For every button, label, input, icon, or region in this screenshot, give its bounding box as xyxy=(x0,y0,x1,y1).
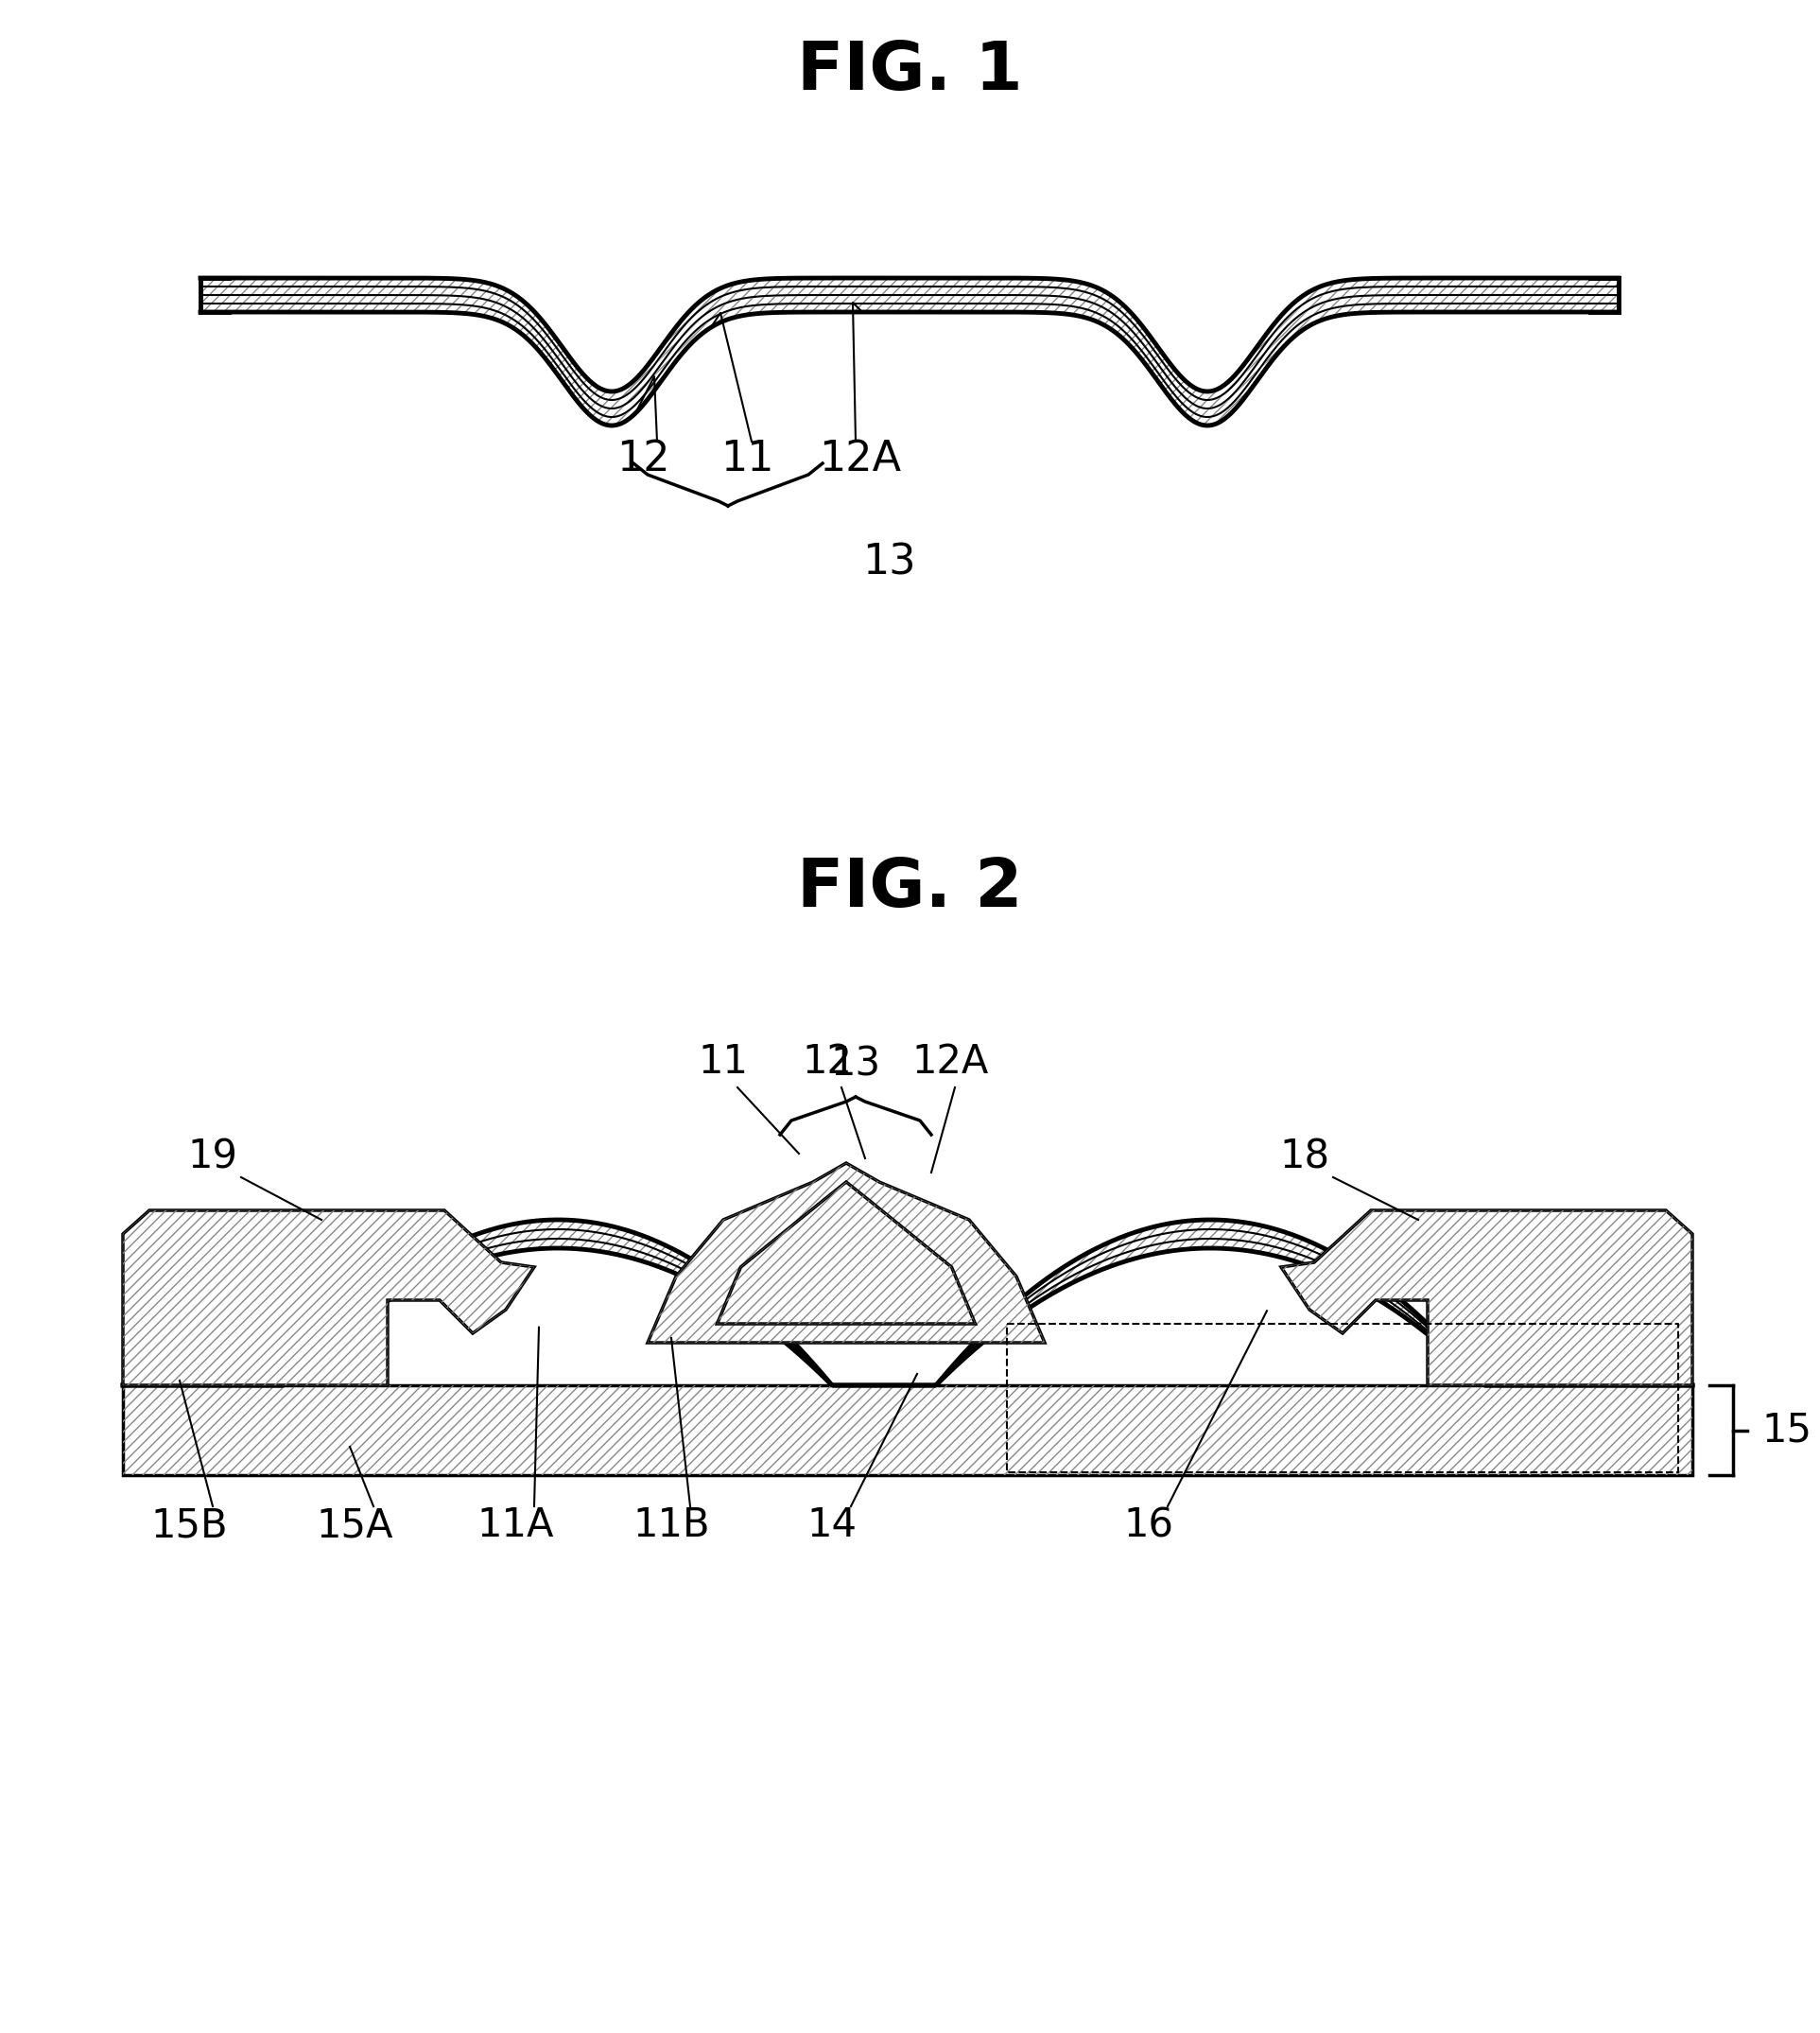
Polygon shape xyxy=(1281,1210,1693,1384)
Text: 11: 11 xyxy=(721,439,774,480)
Text: 15: 15 xyxy=(1762,1411,1811,1450)
Text: 12A: 12A xyxy=(912,1043,988,1082)
Polygon shape xyxy=(124,1210,535,1384)
Text: 18: 18 xyxy=(1279,1136,1330,1177)
Polygon shape xyxy=(717,1181,976,1323)
Polygon shape xyxy=(648,1163,1045,1342)
Text: 13: 13 xyxy=(863,543,915,583)
Text: 11B: 11B xyxy=(633,1504,710,1545)
Text: 14: 14 xyxy=(806,1504,857,1545)
Text: FIG. 2: FIG. 2 xyxy=(797,856,1023,921)
Text: 19: 19 xyxy=(187,1136,238,1177)
Text: 12: 12 xyxy=(803,1043,852,1082)
Text: 15A: 15A xyxy=(317,1504,393,1545)
Text: 16: 16 xyxy=(1123,1504,1174,1545)
Text: 12A: 12A xyxy=(819,439,901,480)
Bar xyxy=(124,1384,1693,1476)
Text: 11A: 11A xyxy=(477,1504,553,1545)
Text: 12: 12 xyxy=(617,439,670,480)
Text: 15B: 15B xyxy=(151,1504,228,1545)
Text: 13: 13 xyxy=(830,1043,881,1084)
Text: FIG. 1: FIG. 1 xyxy=(797,39,1023,104)
Text: 11: 11 xyxy=(699,1043,748,1082)
Bar xyxy=(124,1384,1693,1476)
